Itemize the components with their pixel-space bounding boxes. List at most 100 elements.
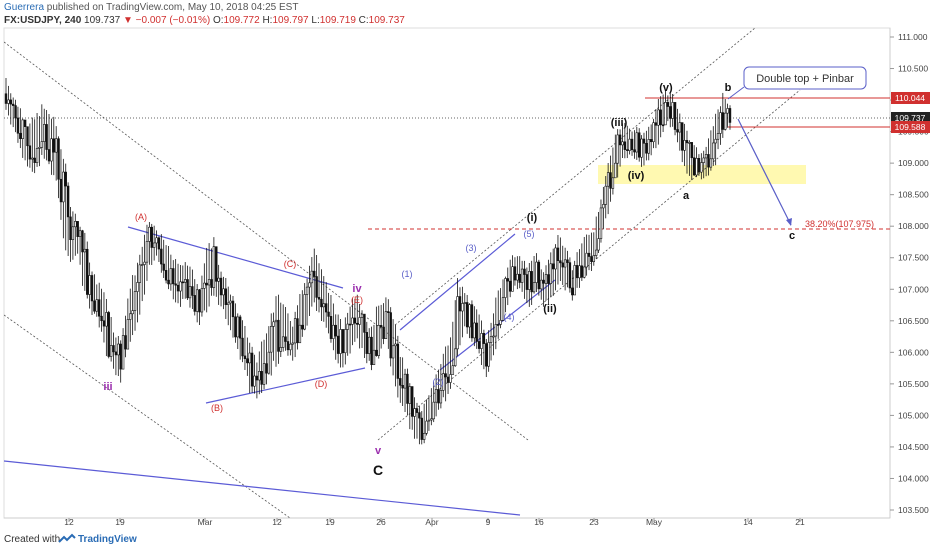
candle-body xyxy=(43,124,46,142)
candle-body xyxy=(406,373,409,404)
candle-body xyxy=(119,343,122,370)
candle-body xyxy=(485,343,488,367)
candle-body xyxy=(203,282,206,289)
candle-body xyxy=(265,363,268,374)
candle-body xyxy=(468,304,471,328)
candle-body xyxy=(659,109,662,126)
price-axis[interactable]: 111.000110.500110.000109.500109.000108.5… xyxy=(890,32,929,515)
candle-body xyxy=(267,351,271,374)
wave-label-2: (2) xyxy=(433,377,444,387)
author-link[interactable]: Guerrera xyxy=(4,2,45,13)
candle-body xyxy=(568,262,572,289)
candle-body xyxy=(317,297,321,300)
candle-body xyxy=(516,273,519,281)
candle-body xyxy=(7,99,10,104)
created-with-text: Created with xyxy=(4,534,61,545)
candle-body xyxy=(649,139,653,143)
candle-body xyxy=(728,108,732,123)
candle-body xyxy=(647,139,650,154)
candle-body xyxy=(709,158,713,168)
y-tick-label: 111.000 xyxy=(898,32,928,42)
candle-body xyxy=(50,138,53,162)
candle-body xyxy=(143,261,146,265)
candle-body xyxy=(198,289,201,313)
y-tick-label: 107.500 xyxy=(898,253,929,263)
candle-body xyxy=(494,324,498,337)
open-label: O: xyxy=(212,15,224,26)
candle-body xyxy=(262,363,266,385)
x-tick-label: 9 xyxy=(486,517,491,527)
candle-body xyxy=(580,265,584,278)
y-tick-label: 106.000 xyxy=(898,347,929,357)
candle-body xyxy=(578,265,581,279)
candle-body xyxy=(642,138,646,144)
candle-body xyxy=(31,157,34,160)
channel-line-lower-asc xyxy=(377,89,801,441)
candle-body xyxy=(446,376,450,383)
candle-body xyxy=(609,172,612,189)
candle-body xyxy=(561,262,564,268)
candle-body xyxy=(69,216,72,240)
plot-area[interactable] xyxy=(3,27,891,519)
wave-label-v-paren: (v) xyxy=(659,82,673,94)
x-tick-label: 26 xyxy=(376,517,386,527)
x-tick-label: 12 xyxy=(64,517,74,527)
candle-body xyxy=(587,252,591,257)
last-price-text: 109.737 xyxy=(895,113,926,123)
candle-body xyxy=(181,281,185,284)
candle-body xyxy=(322,303,325,308)
candle-body xyxy=(360,313,364,318)
candle-body xyxy=(238,316,242,339)
candle-body xyxy=(124,335,127,350)
candle-body xyxy=(303,294,306,330)
candle-body xyxy=(52,138,55,153)
last-price: 109.737 xyxy=(84,15,121,26)
wave-label-iv: iv xyxy=(352,283,362,295)
price-chart[interactable]: Double top + Pinbar iii (A) (B) (C) (D) … xyxy=(0,0,932,528)
change-value: −0.007 (−0.01%) xyxy=(135,15,211,26)
candle-body xyxy=(145,241,149,263)
candle-body xyxy=(324,303,328,313)
y-tick-label: 104.000 xyxy=(898,473,929,483)
candle-body xyxy=(518,273,521,283)
candle-body xyxy=(396,343,400,379)
callout-connector xyxy=(727,86,745,100)
candle-body xyxy=(418,412,421,419)
symbol-label[interactable]: FX:USDJPY, 240 xyxy=(4,15,82,26)
candle-body xyxy=(499,320,502,325)
candle-body xyxy=(504,278,507,298)
candle-body xyxy=(148,226,151,242)
candle-body xyxy=(291,342,294,345)
candle-body xyxy=(664,102,667,126)
candle-body xyxy=(308,282,311,288)
candle-body xyxy=(430,418,433,421)
candle-body xyxy=(461,303,464,312)
publish-text: published on TradingView.com, May 10, 20… xyxy=(46,2,299,13)
candle-body xyxy=(652,122,655,143)
time-axis[interactable]: 12 19 Mar 12 19 26 Apr 9 16 23 May 14 21 xyxy=(64,517,805,527)
candle-body xyxy=(231,300,235,318)
candle-body xyxy=(375,349,378,356)
candle-body xyxy=(191,286,194,296)
candle-body xyxy=(286,341,290,351)
projection-arrow xyxy=(737,118,792,226)
candle-body xyxy=(685,140,689,144)
candle-body xyxy=(253,375,256,387)
candle-body xyxy=(599,207,603,239)
candle-body xyxy=(683,140,686,151)
candle-body xyxy=(200,288,204,313)
y-tick-label: 110.500 xyxy=(898,64,928,74)
wave-label-5: (5) xyxy=(524,229,535,239)
candle-body xyxy=(413,408,416,417)
candle-body xyxy=(320,298,323,308)
x-tick-label: 14 xyxy=(743,517,753,527)
tradingview-brand-link[interactable]: TradingView xyxy=(78,534,137,545)
candle-body xyxy=(86,248,89,295)
candle-body xyxy=(4,93,8,104)
callout-box[interactable] xyxy=(743,66,867,90)
candle-body xyxy=(107,312,110,357)
y-tick-label: 108.500 xyxy=(898,190,929,200)
candle-body xyxy=(726,108,729,114)
open-value: 109.772 xyxy=(223,15,260,26)
triangle-lower-line xyxy=(205,367,366,404)
